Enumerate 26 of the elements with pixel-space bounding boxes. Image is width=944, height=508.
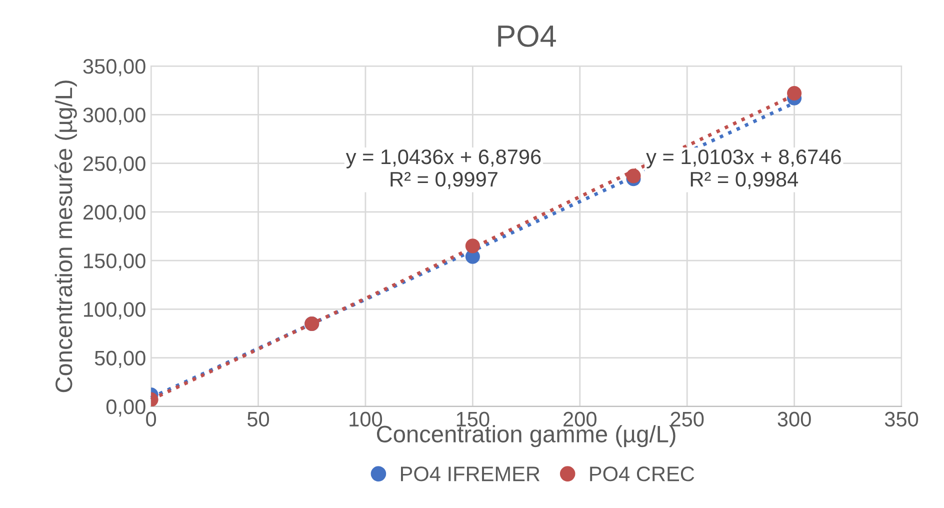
y-tick-label: 0,00 bbox=[106, 399, 146, 417]
x-tick-label: 300 bbox=[778, 412, 811, 427]
y-tick-label: 100,00 bbox=[84, 302, 146, 320]
y-tick-label: 50,00 bbox=[94, 350, 146, 368]
x-tick-label: 350 bbox=[884, 412, 918, 427]
y-axis-title: Concentration mesurée (µg/L) bbox=[54, 80, 77, 392]
x-tick-label: 200 bbox=[564, 412, 596, 427]
y-tick-label: 350,00 bbox=[83, 59, 146, 76]
y-tick-label: 150,00 bbox=[84, 254, 146, 271]
x-tick-label: 150 bbox=[456, 412, 490, 427]
chart-title: PO4 bbox=[498, 25, 556, 47]
legend-label: PO4 CREC bbox=[590, 466, 694, 482]
x-tick-label: 100 bbox=[350, 412, 382, 427]
legend-label: PO4 IFREMER bbox=[401, 466, 540, 482]
x-tick-label: 250 bbox=[670, 412, 704, 427]
x-tick-label: 0 bbox=[146, 412, 156, 427]
x-tick-label: 50 bbox=[248, 412, 270, 427]
annotation: y = 1,0436x + 6,8796 R² = 0,9997 bbox=[346, 149, 541, 190]
x-axis-title: Concentration gamme (µg/L) bbox=[376, 425, 676, 448]
point bbox=[465, 238, 480, 254]
point bbox=[626, 168, 641, 184]
y-tick-label: 250,00 bbox=[84, 156, 146, 174]
point bbox=[787, 86, 802, 101]
y-tick-label: 200,00 bbox=[84, 204, 146, 222]
annotation: y = 1,0103x + 8,6746 R² = 0,9984 bbox=[646, 149, 841, 190]
y-tick-label: 300,00 bbox=[83, 108, 146, 125]
